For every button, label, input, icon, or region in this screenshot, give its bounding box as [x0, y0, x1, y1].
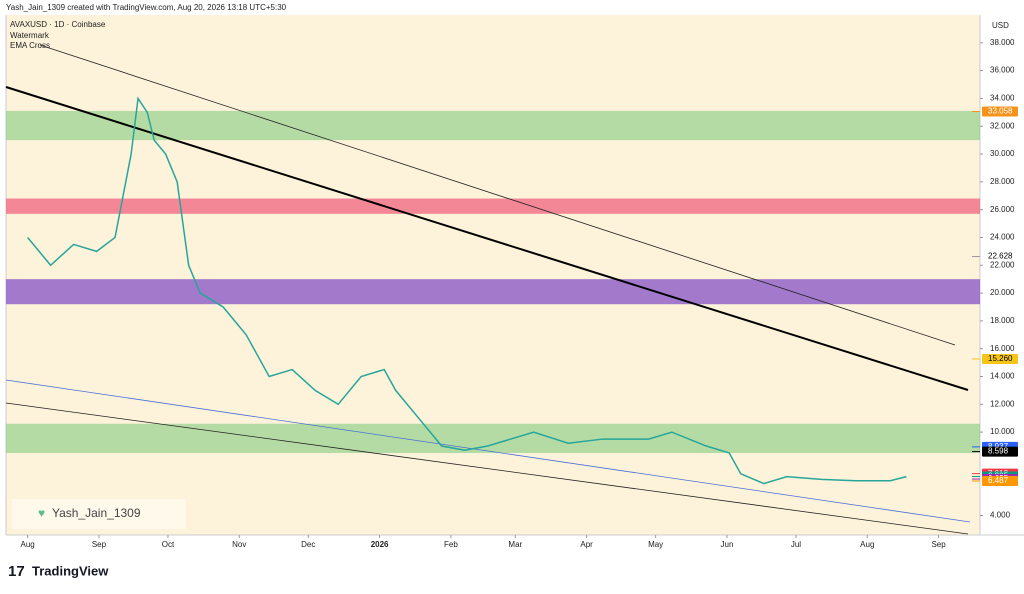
y-tick-label: 10.000	[990, 427, 1015, 436]
y-tick-label: 26.000	[990, 205, 1015, 214]
y-tick-label: 36.000	[990, 66, 1015, 75]
x-tick-label: Dec	[301, 540, 315, 549]
credit: Yash_Jain_1309 created with TradingView.…	[6, 3, 287, 12]
x-tick-label: Apr	[580, 540, 593, 549]
price-tag-label: 15.260	[988, 354, 1013, 363]
price-tag-label: 33.058	[988, 107, 1013, 116]
price-tag	[982, 446, 1018, 457]
x-tick-label: Oct	[162, 540, 175, 549]
y-tick-label: 24.000	[990, 233, 1015, 242]
x-tick-label: Aug	[21, 540, 35, 549]
y-tick-label: 18.000	[990, 316, 1015, 325]
y-tick-label: 20.000	[990, 288, 1015, 297]
trend-line	[5, 379, 971, 523]
x-tick-label: Feb	[444, 540, 458, 549]
x-tick-label: Jun	[721, 540, 734, 549]
x-tick-label: Aug	[860, 540, 874, 549]
price-tag	[982, 106, 1018, 117]
y-tick-label: 16.000	[990, 344, 1015, 353]
zone	[6, 198, 980, 214]
heart-icon: ♥	[38, 506, 45, 520]
y-tick-label: 4.000	[990, 511, 1011, 520]
y-tick-label: 38.000	[990, 38, 1015, 47]
x-tick-label: May	[648, 540, 663, 549]
price-tag	[982, 353, 1018, 364]
indicator: EMA Cross	[10, 41, 50, 50]
price-line	[27, 96, 907, 485]
price-tag-label: 22.628	[988, 252, 1013, 261]
trend-line	[5, 402, 969, 535]
logo-mark: 17	[8, 563, 25, 580]
y-tick-label: 34.000	[990, 94, 1015, 103]
x-tick-label: Jul	[791, 540, 801, 549]
watermark-box	[12, 499, 186, 529]
indicator: Watermark	[10, 31, 50, 40]
x-tick-label: Mar	[508, 540, 522, 549]
price-tag-label: 8.937	[988, 442, 1009, 451]
y-tick-label: 22.000	[990, 260, 1015, 269]
trend-line	[39, 44, 956, 346]
y-tick-label: 28.000	[990, 177, 1015, 186]
zone	[6, 423, 980, 453]
zone	[6, 279, 980, 305]
y-tick-label: 12.000	[990, 399, 1015, 408]
x-tick-label: Sep	[931, 540, 946, 549]
symbol: AVAXUSD · 1D · Coinbase	[10, 20, 106, 29]
y-tick-label: 14.000	[990, 372, 1015, 381]
price-tag-label: 8.598	[988, 447, 1009, 456]
x-tick-label: Sep	[92, 540, 107, 549]
y-tick-label: 30.000	[990, 149, 1015, 158]
price-tag	[982, 475, 1018, 486]
price-tag	[982, 251, 1018, 262]
zone	[6, 110, 980, 141]
logo: TradingView	[32, 563, 109, 578]
watermark: Yash_Jain_1309	[52, 506, 141, 520]
x-tick-label: 2026	[371, 540, 389, 549]
y-tick-label: 32.000	[990, 121, 1015, 130]
currency: USD	[992, 21, 1009, 30]
trend-line	[5, 86, 969, 391]
chart-background	[6, 15, 980, 535]
x-tick-label: Nov	[232, 540, 246, 549]
price-tag-label: 6.487	[988, 476, 1009, 485]
